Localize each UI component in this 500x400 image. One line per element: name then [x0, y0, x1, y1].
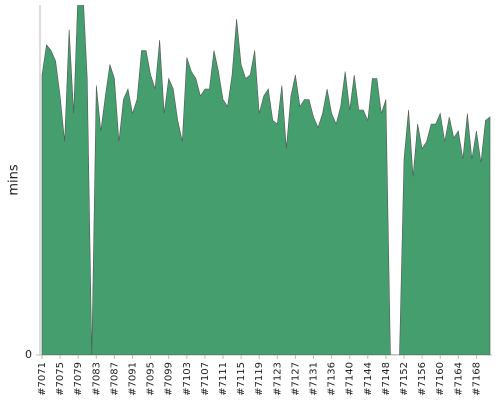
- x-tick-label: #7103: [182, 362, 193, 396]
- x-tick-label: #7144: [363, 362, 374, 396]
- y-tick-label: 0: [25, 348, 32, 361]
- x-tick-label: #7123: [272, 362, 283, 396]
- x-tick-label: #7160: [435, 362, 446, 396]
- x-tick-label: #7148: [381, 362, 392, 396]
- x-tick-label: #7119: [254, 362, 265, 396]
- x-tick-label: #7127: [290, 362, 301, 396]
- x-tick-label: #7095: [146, 362, 157, 396]
- x-tick-label: #7079: [73, 362, 84, 396]
- x-tick-label: #7115: [236, 362, 247, 396]
- x-tick-label: #7083: [91, 362, 102, 396]
- x-tick-label: #7087: [109, 362, 120, 396]
- x-tick-label: #7136: [327, 362, 338, 396]
- x-tick-label: #7107: [200, 362, 211, 396]
- x-tick-label: #7071: [37, 362, 48, 396]
- x-tick-label: #7111: [218, 362, 229, 396]
- x-tick-label: #7091: [128, 362, 139, 396]
- x-tick-label: #7131: [309, 362, 320, 396]
- x-tick-label: #7164: [453, 362, 464, 396]
- x-tick-label: #7152: [399, 362, 410, 396]
- area: [41, 5, 491, 355]
- x-tick-label: #7075: [55, 362, 66, 396]
- y-axis-label: mins: [7, 164, 22, 196]
- x-tick-label: #7156: [417, 362, 428, 396]
- x-tick-label: #7140: [345, 362, 356, 396]
- x-tick-label: #7099: [164, 362, 175, 396]
- x-tick-label: #7168: [471, 362, 482, 396]
